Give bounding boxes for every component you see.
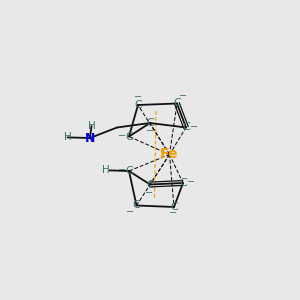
Text: N: N: [85, 131, 95, 145]
Text: C: C: [170, 202, 178, 212]
Text: −: −: [179, 91, 187, 101]
Text: C: C: [182, 122, 190, 133]
Text: H: H: [88, 121, 95, 131]
Text: C: C: [179, 178, 187, 188]
Text: −: −: [169, 208, 178, 218]
Text: −: −: [187, 177, 196, 187]
Text: H: H: [102, 165, 110, 176]
Text: C: C: [125, 166, 133, 176]
Text: C: C: [133, 200, 140, 211]
Text: C: C: [173, 98, 181, 109]
Text: C: C: [146, 179, 154, 190]
Text: −: −: [118, 130, 126, 141]
Text: −: −: [118, 164, 126, 175]
Text: −: −: [190, 122, 199, 132]
Text: −: −: [134, 92, 142, 102]
Text: C: C: [125, 131, 133, 142]
Text: C: C: [146, 118, 154, 128]
Text: −: −: [145, 188, 154, 198]
Text: C: C: [134, 100, 142, 110]
Text: H: H: [64, 132, 71, 142]
Text: −: −: [146, 126, 154, 136]
Text: −: −: [126, 206, 134, 217]
Text: Fe: Fe: [160, 148, 179, 161]
